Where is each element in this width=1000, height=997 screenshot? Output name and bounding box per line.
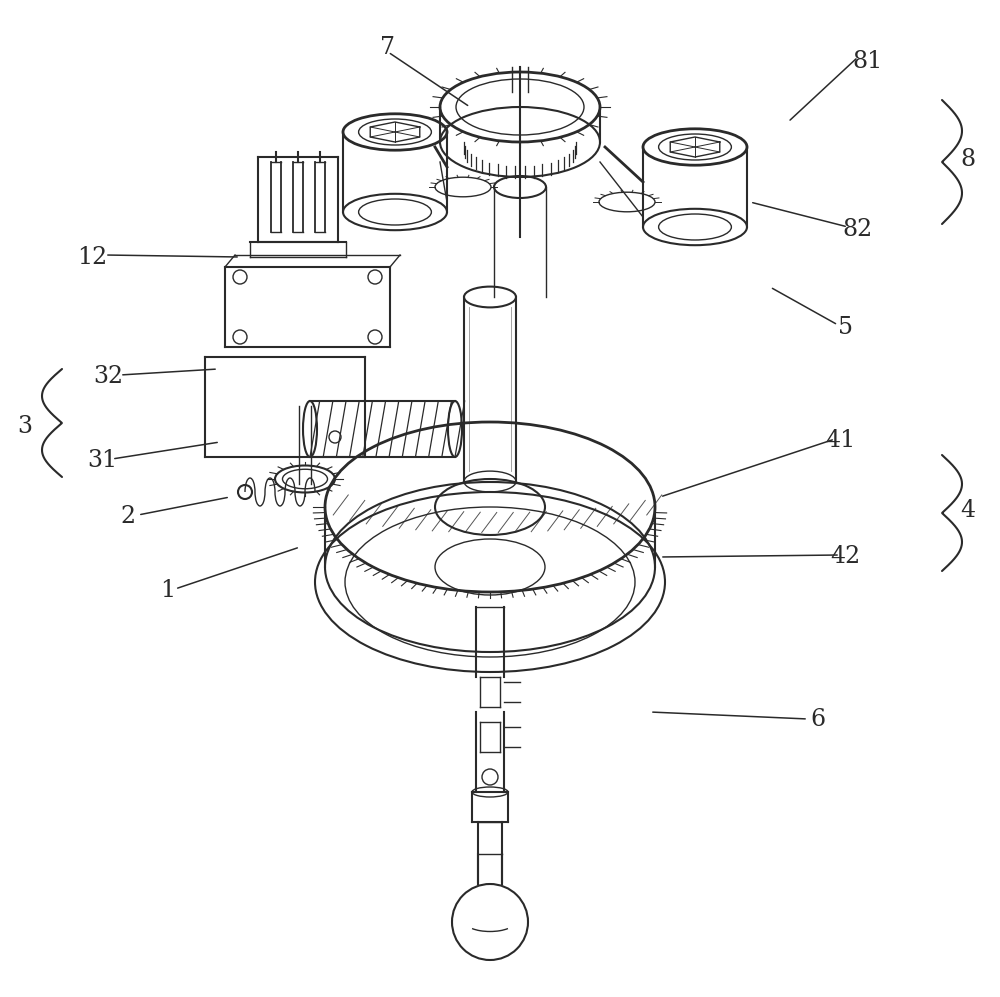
- Text: 2: 2: [120, 504, 136, 528]
- Text: 82: 82: [843, 217, 873, 241]
- Text: 5: 5: [838, 315, 852, 339]
- Text: 41: 41: [825, 429, 855, 453]
- Text: 1: 1: [160, 578, 176, 602]
- Text: 32: 32: [93, 365, 123, 389]
- Text: 8: 8: [960, 148, 976, 171]
- Text: 42: 42: [830, 544, 860, 568]
- Text: 6: 6: [810, 708, 826, 732]
- Text: 31: 31: [87, 449, 117, 473]
- Text: 7: 7: [380, 36, 396, 60]
- Text: 12: 12: [77, 245, 107, 269]
- Text: 4: 4: [960, 498, 976, 522]
- Text: 81: 81: [853, 50, 883, 74]
- Text: 3: 3: [18, 415, 32, 439]
